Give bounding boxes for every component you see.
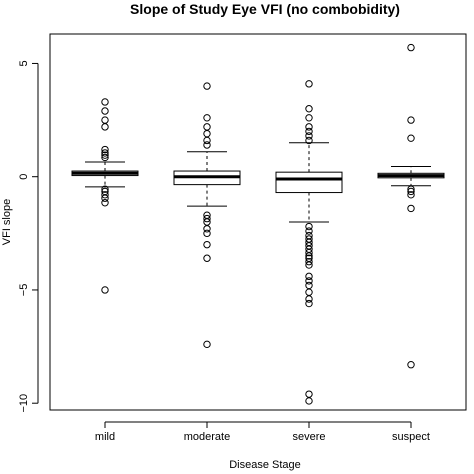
outlier-point xyxy=(101,194,109,202)
outlier-point xyxy=(305,123,313,131)
outlier-point xyxy=(203,114,211,122)
outlier-point xyxy=(407,187,415,196)
outlier-point xyxy=(305,299,313,308)
plot-frame xyxy=(49,33,467,411)
outlier-point xyxy=(407,185,415,193)
outlier-point xyxy=(203,240,211,249)
outlier-point xyxy=(407,43,415,52)
outlier-point xyxy=(407,116,415,124)
outlier-point xyxy=(203,340,211,349)
chart-title: Slope of Study Eye VFI (no combobidity) xyxy=(130,1,400,17)
outlier-point xyxy=(305,136,313,145)
outlier-point xyxy=(305,114,313,122)
outlier-point xyxy=(305,132,313,140)
outlier-point xyxy=(407,134,415,142)
box-suspect xyxy=(377,43,445,369)
outlier-point xyxy=(203,82,211,90)
box-iqr xyxy=(275,171,343,194)
outlier-point xyxy=(305,288,313,296)
outlier-point xyxy=(203,129,211,138)
y-axis: 5 0 −5 −10 xyxy=(18,60,39,413)
outlier-point xyxy=(101,107,109,115)
outlier-point xyxy=(305,390,313,398)
outlier-point xyxy=(101,185,109,193)
x-axis-label: Disease Stage xyxy=(229,459,301,471)
outlier-point xyxy=(101,98,109,106)
outlier-point xyxy=(305,127,313,136)
outlier-point xyxy=(305,248,313,257)
outlier-point xyxy=(305,80,313,88)
outlier-point xyxy=(305,397,313,405)
y-tick-label: −10 xyxy=(18,394,30,413)
outlier-point xyxy=(305,222,313,231)
outlier-point xyxy=(101,153,109,162)
outlier-point xyxy=(305,252,313,260)
outlier-point xyxy=(305,277,313,285)
outlier-point xyxy=(203,254,211,262)
outlier-point xyxy=(305,257,313,266)
outlier-point xyxy=(305,261,313,269)
outlier-point xyxy=(101,286,109,294)
outlier-point xyxy=(101,149,109,157)
outlier-point xyxy=(101,151,109,159)
outlier-point xyxy=(203,225,211,233)
outlier-point xyxy=(305,227,313,235)
outlier-point xyxy=(407,360,415,369)
x-tick-label: mild xyxy=(95,431,115,443)
box-mild xyxy=(71,98,139,294)
outlier-point xyxy=(407,204,415,213)
outlier-point xyxy=(101,191,109,199)
x-tick-label: severe xyxy=(292,431,325,443)
outlier-point xyxy=(101,199,109,207)
outlier-point xyxy=(305,105,313,113)
box-series xyxy=(71,43,445,405)
outlier-point xyxy=(305,272,313,281)
outlier-point xyxy=(101,123,109,131)
y-tick-label: −5 xyxy=(18,284,30,297)
box-severe xyxy=(275,80,343,405)
outlier-point xyxy=(305,295,313,303)
y-tick-label: 5 xyxy=(18,60,30,66)
y-axis-label: VFI slope xyxy=(1,199,13,245)
outlier-point xyxy=(305,281,313,290)
box-moderate xyxy=(173,82,241,349)
outlier-point xyxy=(203,141,211,149)
outlier-point xyxy=(407,191,415,199)
outlier-point xyxy=(101,116,109,124)
y-tick-label: 0 xyxy=(18,174,30,180)
x-axis: mild moderate severe suspect xyxy=(95,421,430,443)
outlier-point xyxy=(203,136,211,145)
outlier-point xyxy=(101,145,109,154)
outlier-point xyxy=(203,214,211,223)
outlier-point xyxy=(203,123,211,131)
x-tick-label: suspect xyxy=(392,431,430,443)
x-tick-label: moderate xyxy=(184,431,230,443)
outlier-point xyxy=(203,229,211,238)
